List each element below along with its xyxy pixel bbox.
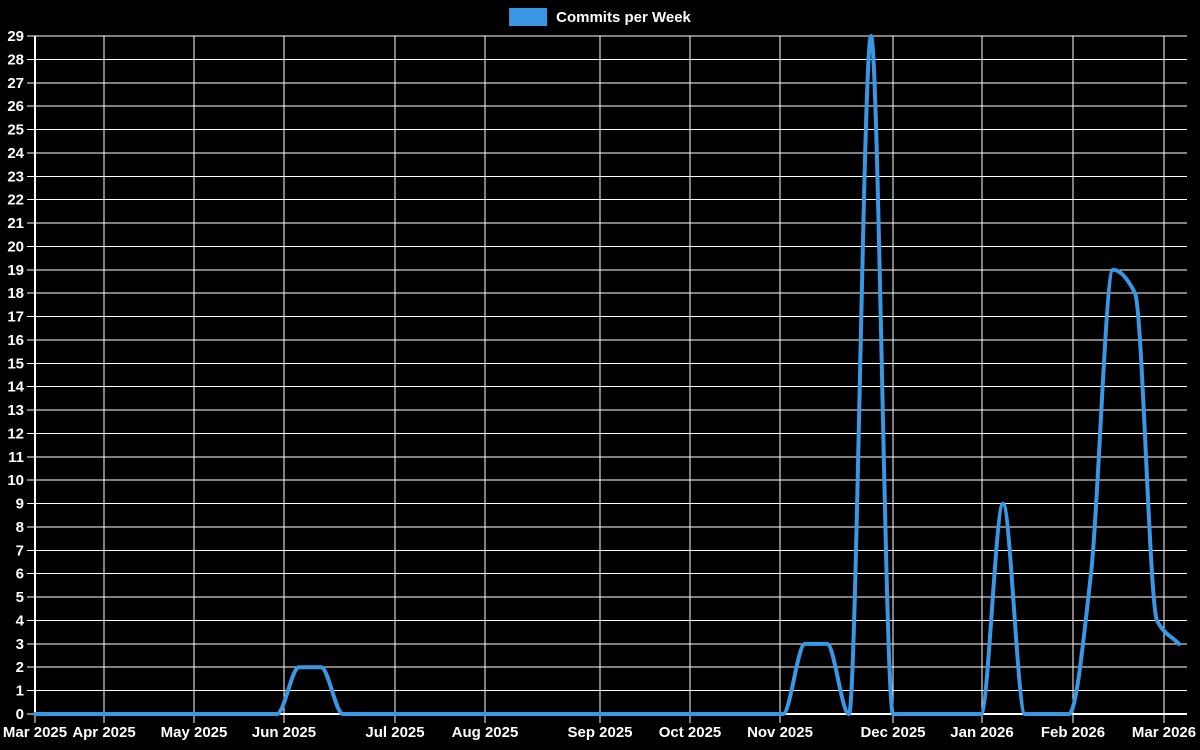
y-axis-tick-label: 21: [7, 215, 24, 232]
y-axis-tick-label: 24: [7, 145, 24, 162]
y-axis-tick-label: 14: [7, 379, 24, 396]
legend-label: Commits per Week: [556, 8, 691, 26]
y-axis-tick-label: 12: [7, 425, 24, 442]
legend-swatch-icon: [509, 8, 548, 26]
y-axis-tick-label: 5: [16, 589, 24, 606]
y-axis-tick-label: 3: [16, 636, 24, 653]
x-axis-tick-label: Mar 2025: [3, 724, 67, 741]
x-axis-labels: Mar 2025 Apr 2025 May 2025 Jun 2025 Jul 2025…: [3, 724, 1196, 741]
y-axis-tick-label: 22: [7, 192, 24, 209]
y-axis-tick-label: 19: [7, 262, 24, 279]
x-axis-tick-label: May 2025: [161, 724, 228, 741]
y-axis-tick-label: 11: [8, 449, 24, 466]
y-axis-tick-label: 8: [16, 519, 24, 536]
legend-item[interactable]: Commits per Week: [509, 8, 691, 26]
y-axis-tick-label: 17: [7, 309, 24, 326]
y-axis-tick-label: 4: [16, 612, 25, 629]
y-axis-tick-label: 23: [7, 168, 24, 185]
y-axis-tick-label: 7: [16, 542, 24, 559]
y-axis-tick-label: 10: [7, 472, 24, 489]
x-axis-tick-label: Jun 2025: [252, 724, 316, 741]
x-axis-tick-label: Mar 2026: [1132, 724, 1196, 741]
y-axis-tick-label: 2: [16, 659, 24, 676]
x-axis-tick-label: Oct 2025: [659, 724, 722, 741]
y-axis-tick-label: 18: [7, 285, 24, 302]
y-axis-tick-label: 13: [7, 402, 24, 419]
data-series-line: [33, 34, 1181, 716]
x-axis-tick-label: Nov 2025: [747, 724, 813, 741]
x-gridlines: [34, 36, 1165, 714]
y-axis-tick-label: 15: [7, 355, 24, 372]
x-axis-tick-label: Feb 2026: [1041, 724, 1105, 741]
x-axis-tick-label: Jan 2026: [950, 724, 1013, 741]
y-gridlines: [35, 35, 1187, 715]
y-axis-tick-label: 1: [16, 683, 24, 700]
x-axis-tick-label: Sep 2025: [567, 724, 632, 741]
axis-tick-marks: [27, 35, 1165, 723]
y-axis-tick-label: 0: [16, 706, 24, 723]
y-axis-tick-label: 25: [7, 122, 24, 139]
y-axis-tick-label: 20: [7, 238, 24, 255]
y-axis-tick-label: 29: [7, 28, 24, 45]
y-axis-tick-label: 9: [16, 496, 24, 513]
y-axis-tick-label: 26: [7, 98, 24, 115]
y-axis-tick-label: 16: [7, 332, 24, 349]
x-axis-tick-label: Apr 2025: [72, 724, 135, 741]
x-axis-tick-label: Jul 2025: [365, 724, 424, 741]
y-axis-tick-label: 27: [7, 75, 24, 92]
x-axis-tick-label: Aug 2025: [452, 724, 519, 741]
y-axis-tick-label: 6: [16, 566, 24, 583]
y-axis-labels: 0123456789101112131415161718192021222324…: [7, 28, 24, 723]
x-axis-tick-label: Dec 2025: [860, 724, 925, 741]
y-axis-tick-label: 28: [7, 51, 24, 68]
